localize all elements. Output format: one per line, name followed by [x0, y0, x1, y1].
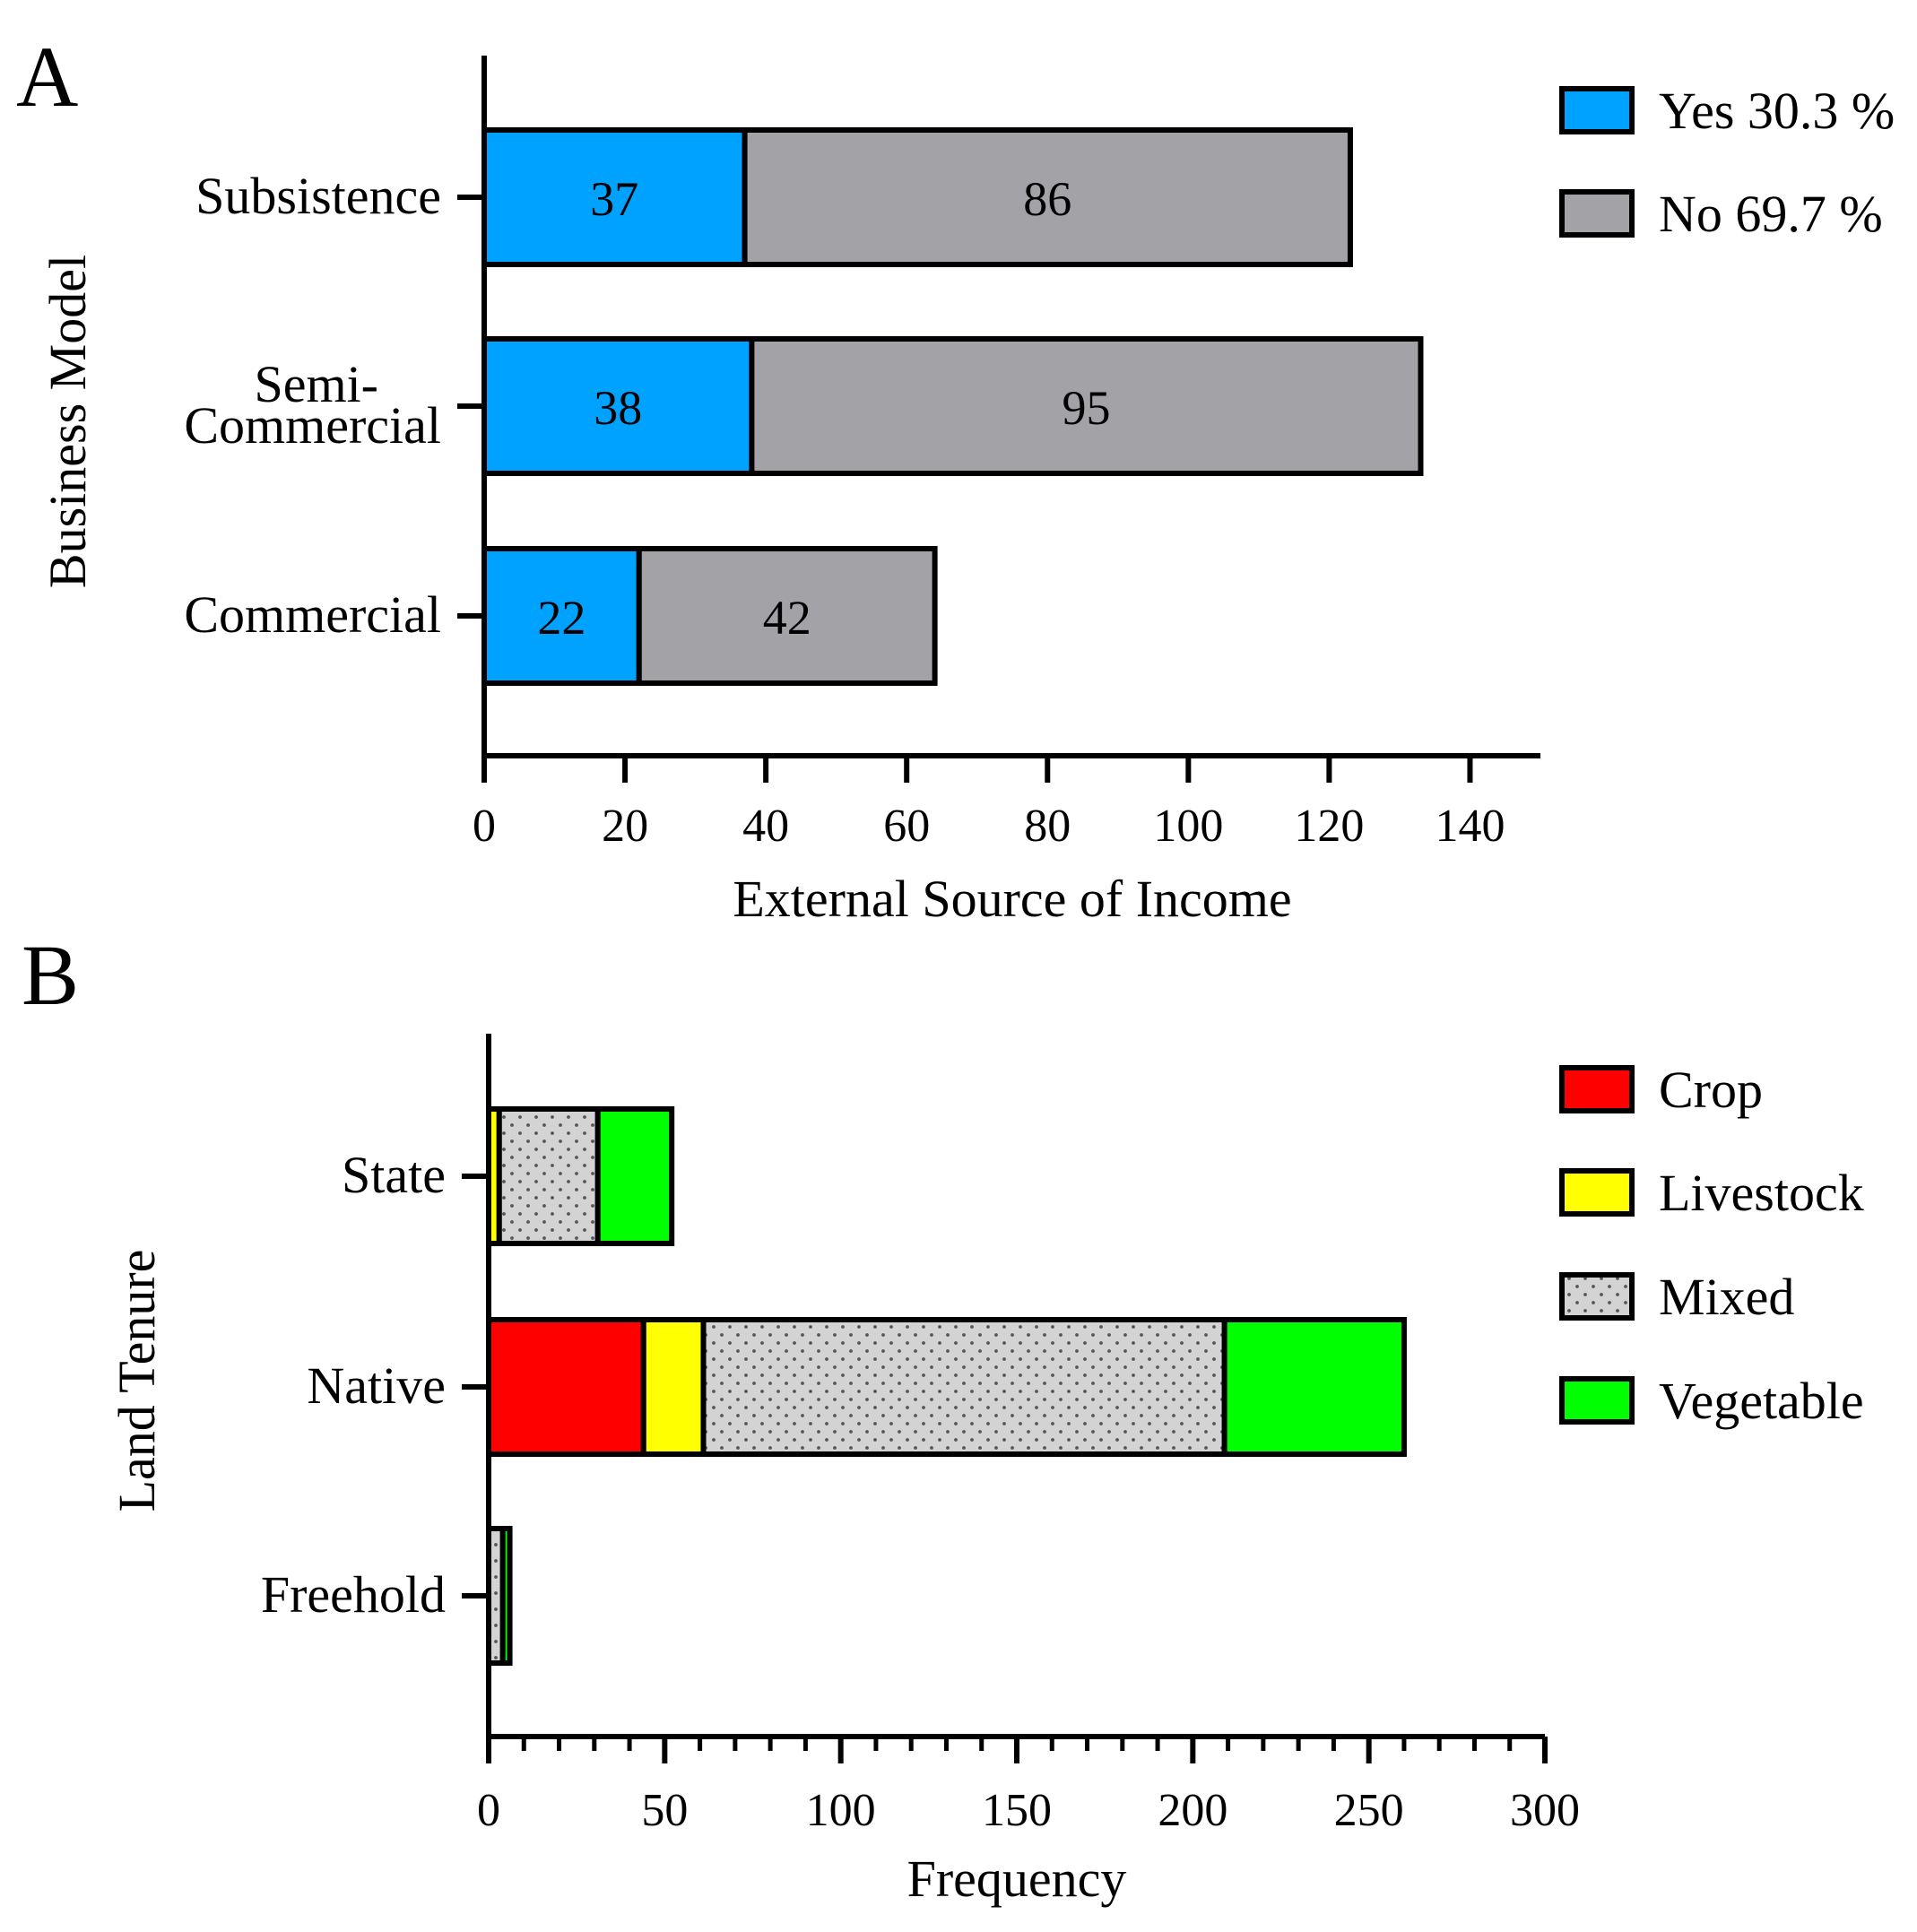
bar-native-mixed [700, 1317, 1227, 1457]
bar-freehold-vegetable [499, 1526, 513, 1666]
category-label-line: Commercial [184, 585, 441, 644]
category-label: State [342, 1146, 446, 1204]
bar-semi-commercial-no-69-7 [749, 336, 1424, 476]
y-axis-title: Business Model [39, 255, 97, 588]
bar-value-label: 95 [1062, 381, 1110, 435]
bar-semi-commercial-yes-30-3 [481, 336, 755, 476]
legend-swatch-vegetable [1559, 1376, 1635, 1425]
legend-label: Yes 30.3 % [1659, 82, 1895, 140]
legend-swatch-mixed [1559, 1272, 1635, 1321]
panel-letter: B [22, 927, 79, 1023]
category-label-line: Semi- [254, 355, 378, 413]
x-tick-label: 200 [1158, 1785, 1227, 1836]
bar-state-mixed [496, 1106, 601, 1246]
bar-value-label: 22 [537, 591, 586, 645]
x-tick-label: 60 [883, 801, 930, 852]
x-tick-label: 100 [1153, 801, 1223, 852]
bar-subsistence-no-69-7 [742, 127, 1353, 267]
bar-commercial-yes-30-3 [481, 546, 642, 686]
x-tick-label: 300 [1510, 1785, 1580, 1836]
category-label-line: Native [307, 1356, 446, 1415]
category-label-line: State [342, 1146, 446, 1204]
legend-swatch-no-69-7 [1559, 189, 1635, 238]
category-label-line: Subsistence [195, 167, 441, 225]
category-label: Freehold [261, 1565, 446, 1624]
x-tick-label: 100 [806, 1785, 876, 1836]
x-axis-title: Frequency [907, 1850, 1127, 1908]
category-label: Commercial [184, 585, 441, 644]
category-label: Native [307, 1356, 446, 1415]
category-label: Semi-Commercial [184, 355, 441, 455]
x-tick-label: 20 [602, 801, 648, 852]
y-axis-title: Land Tenure [108, 1250, 166, 1512]
x-tick-label: 140 [1435, 801, 1505, 852]
x-tick-label: 0 [473, 801, 496, 852]
panel-b-chart: B State Native Freehold 0 50 100 150 200 250 300 Fr… [22, 927, 1864, 1908]
x-tick-label: 50 [641, 1785, 688, 1836]
legend-label: Mixed [1659, 1268, 1794, 1326]
x-tick-label: 150 [982, 1785, 1052, 1836]
bar-value-label: 42 [763, 591, 811, 645]
bar-state-vegetable [594, 1106, 675, 1246]
bar-value-label: 37 [590, 172, 638, 226]
bar-native-livestock [640, 1317, 707, 1457]
category-label: Subsistence [195, 167, 441, 225]
bar-value-label: 86 [1023, 172, 1071, 226]
legend-label: Livestock [1659, 1164, 1864, 1222]
bar-value-label: 38 [594, 381, 642, 435]
category-label-line: Commercial [184, 396, 441, 455]
bar-commercial-no-69-7 [636, 546, 938, 686]
bar-native-crop [486, 1317, 646, 1457]
x-tick-label: 250 [1334, 1785, 1404, 1836]
x-axis-title: External Source of Income [733, 870, 1291, 928]
legend-swatch-crop [1559, 1065, 1635, 1113]
bar-native-vegetable [1221, 1317, 1407, 1457]
x-tick-label: 80 [1024, 801, 1071, 852]
category-label-line: Freehold [261, 1565, 446, 1624]
legend-label: Crop [1659, 1061, 1763, 1119]
x-tick-label: 0 [477, 1785, 500, 1836]
legend-swatch-livestock [1559, 1168, 1635, 1217]
x-tick-label: 40 [742, 801, 789, 852]
legend-label: No 69.7 % [1659, 185, 1883, 243]
x-tick-label: 120 [1294, 801, 1364, 852]
panel-letter: A [16, 29, 78, 125]
legend-label: Vegetable [1659, 1372, 1864, 1430]
legend-swatch-yes-30-3 [1559, 86, 1635, 134]
